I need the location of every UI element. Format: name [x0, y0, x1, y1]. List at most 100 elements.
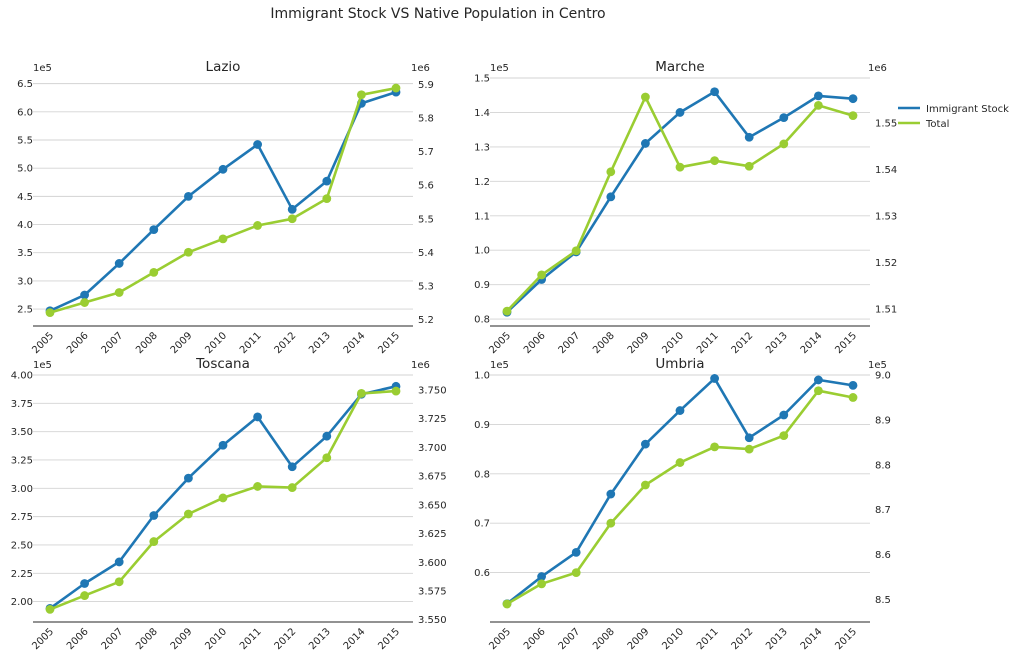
y-left-tick-label: 0.9	[474, 280, 490, 291]
y-left-tick-label: 3.50	[11, 427, 33, 438]
y-left-tick-label: 2.00	[11, 597, 33, 608]
x-tick-label: 2015	[833, 626, 859, 652]
y-right-tick-label: 8.5	[875, 595, 891, 606]
y-right-tick-label: 1.55	[875, 119, 897, 130]
x-tick-label: 2005	[30, 330, 56, 356]
x-tick-label: 2007	[100, 626, 126, 652]
series-line-total	[506, 389, 854, 606]
y-right-tick-label: 3.650	[418, 500, 447, 511]
data-point-immigrant-stock	[848, 94, 858, 104]
data-point-immigrant-stock	[218, 440, 228, 450]
data-point-total	[114, 288, 124, 297]
y-right-tick-label: 3.550	[418, 615, 447, 626]
y-left-offset-label: 1e5	[490, 360, 509, 371]
x-tick-label: 2011	[238, 330, 264, 356]
data-point-immigrant-stock	[710, 87, 719, 97]
x-tick-label: 2007	[557, 626, 583, 652]
data-point-total	[184, 509, 193, 519]
data-point-total	[675, 162, 685, 172]
y-left-tick-label: 3.0	[17, 276, 33, 287]
y-right-tick-label: 9.0	[875, 371, 891, 382]
y-right-tick-label: 3.725	[418, 414, 447, 425]
data-point-total	[537, 579, 546, 589]
data-point-immigrant-stock	[606, 489, 616, 499]
y-right-tick-label: 5.7	[418, 147, 434, 158]
data-point-total	[80, 298, 89, 307]
series-line-total	[506, 95, 854, 312]
y-right-tick-label: 1.53	[875, 211, 897, 222]
data-point-total	[322, 194, 332, 204]
data-point-immigrant-stock	[322, 176, 332, 186]
y-right-tick-label: 5.9	[418, 80, 434, 91]
x-tick-label: 2007	[100, 330, 126, 356]
y-left-tick-label: 2.5	[17, 305, 33, 316]
panel-marche: 0.8 0.9 1.0 1.1 1.2 1.3 1.4 1.5 1.51 1.52 1.53 1.54…	[474, 59, 897, 356]
x-tick-label: 2006	[522, 626, 548, 652]
y-right-tick-label: 5.5	[418, 214, 434, 225]
x-tick-label: 2015	[376, 330, 402, 356]
x-tick-label: 2008	[591, 330, 617, 356]
data-point-immigrant-stock	[744, 433, 754, 443]
y-left-offset-label: 1e5	[490, 63, 509, 74]
y-left-tick-label: 4.00	[11, 371, 33, 382]
data-point-immigrant-stock	[218, 164, 228, 174]
y-left-tick-label: 2.25	[11, 569, 33, 580]
y-left-tick-label: 2.50	[11, 540, 33, 551]
data-point-total	[184, 247, 193, 257]
y-right-tick-label: 8.7	[875, 505, 891, 516]
data-point-total	[149, 267, 159, 277]
series-line-immigrant-stock	[49, 90, 397, 312]
data-point-total	[391, 386, 401, 396]
panel-title: Umbria	[655, 356, 704, 372]
data-point-immigrant-stock	[641, 139, 650, 148]
x-tick-label: 2012	[730, 626, 756, 652]
data-point-immigrant-stock	[80, 290, 89, 300]
y-left-tick-label: 4.0	[17, 220, 33, 231]
y-right-tick-label: 5.4	[418, 248, 434, 259]
y-left-tick-label: 1.1	[474, 211, 490, 222]
data-point-immigrant-stock	[814, 375, 823, 385]
x-tick-label: 2013	[764, 626, 790, 652]
data-point-immigrant-stock	[641, 439, 650, 449]
x-tick-label: 2010	[660, 626, 686, 652]
y-left-tick-label: 0.9	[474, 420, 490, 431]
y-right-tick-label: 5.2	[418, 315, 434, 326]
y-right-offset-label: 1e5	[868, 360, 887, 371]
data-point-total	[641, 480, 650, 490]
panel-title: Marche	[655, 59, 704, 75]
data-point-total	[537, 270, 546, 280]
legend: Immigrant Stock Total	[898, 104, 1009, 130]
x-tick-label: 2007	[557, 330, 583, 356]
data-point-total	[218, 234, 228, 244]
x-tick-label: 2006	[522, 330, 548, 356]
x-tick-label: 2014	[342, 330, 368, 356]
y-right-tick-label: 3.675	[418, 472, 447, 483]
y-right-tick-label: 8.6	[875, 550, 891, 561]
y-right-tick-label: 3.750	[418, 385, 447, 396]
panel-toscana: 2.00 2.25 2.50 2.75 3.00 3.25 3.50 3.75 4.00 3.55…	[11, 356, 447, 652]
x-tick-label: 2006	[65, 626, 91, 652]
y-right-tick-label: 3.700	[418, 443, 447, 454]
x-tick-label: 2006	[65, 330, 91, 356]
data-point-total	[779, 139, 789, 149]
y-left-tick-label: 0.8	[474, 315, 490, 326]
legend-label-immigrant-stock: Immigrant Stock	[926, 104, 1009, 115]
data-point-immigrant-stock	[253, 140, 262, 149]
data-point-total	[744, 444, 754, 454]
x-tick-label: 2008	[134, 626, 160, 652]
x-tick-label: 2008	[591, 626, 617, 652]
data-point-immigrant-stock	[848, 380, 858, 390]
data-point-immigrant-stock	[114, 259, 124, 268]
y-left-tick-label: 3.00	[11, 484, 33, 495]
y-right-tick-label: 8.9	[875, 415, 891, 426]
data-point-total	[253, 482, 262, 491]
y-left-tick-label: 0.7	[474, 519, 490, 530]
data-point-immigrant-stock	[184, 191, 193, 201]
data-point-total	[779, 431, 789, 441]
x-tick-label: 2009	[169, 626, 195, 652]
y-left-tick-label: 3.5	[17, 248, 33, 259]
data-point-immigrant-stock	[80, 579, 89, 588]
data-point-immigrant-stock	[184, 473, 193, 483]
data-point-total	[322, 453, 332, 463]
